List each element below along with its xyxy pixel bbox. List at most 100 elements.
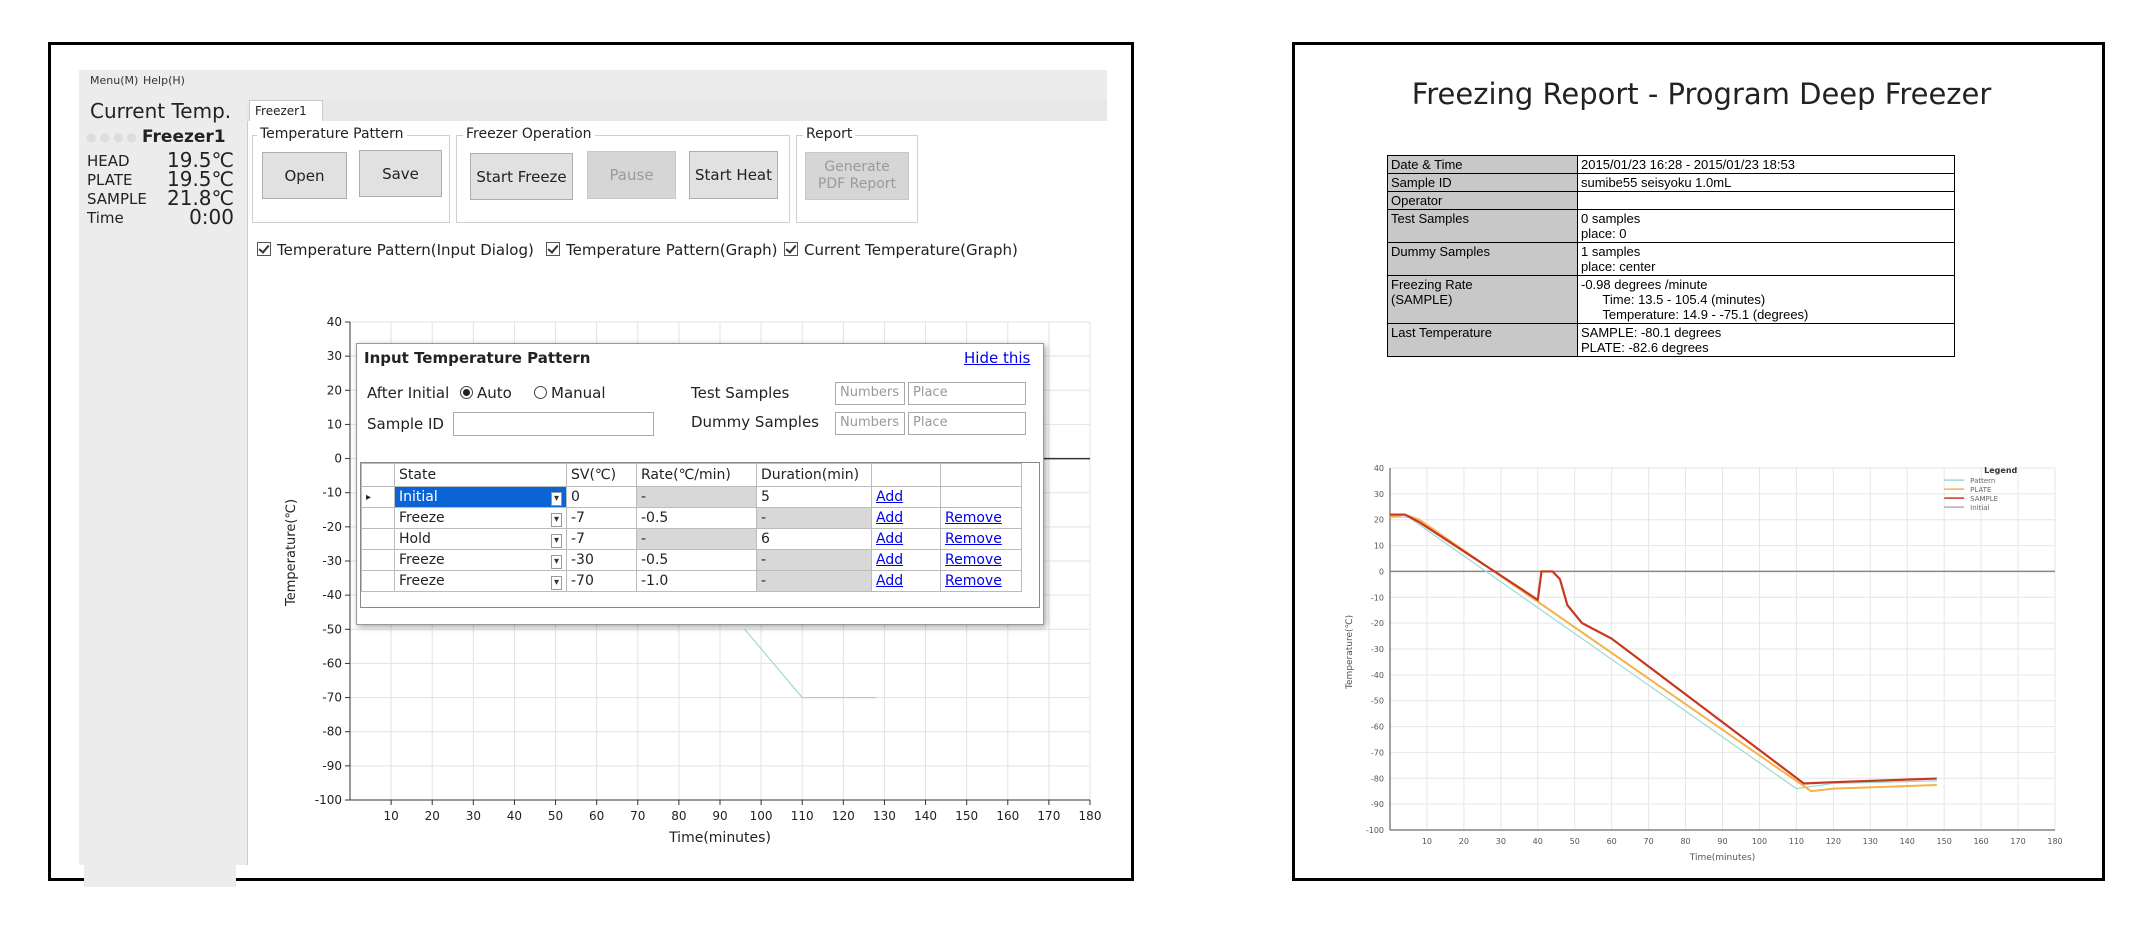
y-tick-label: 0: [1379, 567, 1384, 576]
state-cell[interactable]: Hold ▾: [394, 528, 567, 550]
check-icon: [257, 242, 271, 256]
save-button[interactable]: Save: [359, 150, 442, 197]
y-tick-label: -80: [1371, 774, 1384, 783]
duration-cell[interactable]: -: [756, 549, 872, 571]
x-tick-label: 130: [1863, 837, 1878, 846]
rate-cell[interactable]: -0.5: [636, 549, 757, 571]
report-chart-x-label: Time(minutes): [1689, 853, 1755, 863]
remove-link[interactable]: [940, 486, 1022, 508]
y-tick-label: 10: [327, 417, 342, 431]
y-tick-label: -60: [322, 656, 342, 670]
table-row[interactable]: Freeze ▾ -30 -0.5 - Add Remove: [361, 549, 1022, 571]
freezing-report-page: Freezing Report - Program Deep Freezer D…: [1292, 42, 2105, 881]
x-tick-label: 90: [712, 809, 727, 823]
state-cell[interactable]: Freeze ▾: [394, 507, 567, 529]
row-header-column: [361, 463, 395, 487]
dropdown-arrow-icon[interactable]: ▾: [550, 491, 562, 506]
dropdown-arrow-icon[interactable]: ▾: [550, 554, 562, 569]
dropdown-arrow-icon[interactable]: ▾: [550, 575, 562, 590]
auto-radio[interactable]: Auto: [460, 384, 512, 402]
checkbox-pattern-graph[interactable]: Temperature Pattern(Graph): [546, 241, 777, 259]
report-temperature-chart: 403020100-10-20-30-40-50-60-70-80-90-100…: [1345, 464, 2063, 863]
y-tick-label: 20: [327, 383, 342, 397]
hide-this-link[interactable]: Hide this: [964, 349, 1031, 367]
x-tick-label: 180: [1079, 809, 1102, 823]
table-row[interactable]: Hold ▾ -7 - 6 Add Remove: [361, 528, 1022, 550]
radio-icon: [534, 386, 547, 399]
test-samples-place-input[interactable]: Place: [908, 382, 1026, 405]
duration-cell-text: -: [761, 552, 767, 568]
state-cell-text: Initial: [399, 488, 438, 505]
checkbox-current-temp-graph[interactable]: Current Temperature(Graph): [784, 241, 1018, 259]
state-cell-text: Freeze: [399, 572, 445, 589]
report-value: 2015/01/23 16:28 - 2015/01/23 18:53: [1577, 155, 1955, 174]
remove-link[interactable]: Remove: [940, 528, 1022, 550]
pause-button[interactable]: Pause: [587, 151, 676, 199]
test-samples-number-input[interactable]: Numbers: [835, 382, 905, 405]
y-tick-label: -80: [322, 725, 342, 739]
current-temp-title: Current Temp.: [90, 99, 232, 123]
checkbox-pattern-input-dialog[interactable]: Temperature Pattern(Input Dialog): [257, 241, 534, 259]
dummy-samples-number-input[interactable]: Numbers: [835, 412, 905, 435]
report-sample-line: [1390, 513, 1937, 785]
table-row[interactable]: Freeze ▾ -70 -1.0 - Add Remove: [361, 570, 1022, 592]
row-pointer-icon: [361, 507, 395, 529]
start-heat-button[interactable]: Start Heat: [689, 151, 778, 199]
start-freeze-button[interactable]: Start Freeze: [470, 153, 573, 200]
report-key: Date & Time: [1387, 155, 1578, 174]
dropdown-arrow-icon[interactable]: ▾: [550, 512, 562, 527]
sv-cell[interactable]: -70: [566, 570, 637, 592]
rate-cell-text: -0.5: [641, 510, 669, 526]
remove-link[interactable]: Remove: [940, 507, 1022, 529]
add-link[interactable]: Add: [871, 507, 941, 529]
dummy-samples-place-input[interactable]: Place: [908, 412, 1026, 435]
state-cell[interactable]: Initial ▾: [394, 486, 567, 508]
freezer-operation-group-label: Freezer Operation: [463, 126, 595, 142]
rate-cell[interactable]: -: [636, 486, 757, 508]
remove-link[interactable]: Remove: [940, 570, 1022, 592]
tab-freezer1[interactable]: Freezer1: [249, 100, 323, 121]
rate-cell[interactable]: -: [636, 528, 757, 550]
sv-cell[interactable]: 0: [566, 486, 637, 508]
state-cell[interactable]: Freeze ▾: [394, 570, 567, 592]
duration-cell[interactable]: -: [756, 507, 872, 529]
duration-cell[interactable]: -: [756, 570, 872, 592]
y-tick-label: -10: [322, 486, 342, 500]
duration-cell[interactable]: 5: [756, 486, 872, 508]
add-link[interactable]: Add: [871, 549, 941, 571]
manual-radio[interactable]: Manual: [534, 384, 606, 402]
y-tick-label: -10: [1371, 593, 1384, 602]
menu-item-menu[interactable]: Menu(M): [90, 74, 139, 87]
duration-cell[interactable]: 6: [756, 528, 872, 550]
dropdown-arrow-icon[interactable]: ▾: [550, 533, 562, 548]
y-tick-label: 30: [1374, 490, 1384, 499]
rate-cell[interactable]: -0.5: [636, 507, 757, 529]
x-tick-label: 180: [2047, 837, 2062, 846]
sv-cell-text: -70: [571, 573, 594, 589]
sample-id-input[interactable]: [453, 412, 654, 436]
add-link[interactable]: Add: [871, 486, 941, 508]
rate-cell[interactable]: -1.0: [636, 570, 757, 592]
table-row[interactable]: ▸ Initial ▾ 0 - 5 Add: [361, 486, 1022, 508]
sv-cell[interactable]: -7: [566, 528, 637, 550]
open-button[interactable]: Open: [262, 152, 347, 199]
graph-x-ticks: 10 20 30 40 50 60 70 80 90 100 110 120 130 140 150 160 1…: [383, 800, 1101, 823]
report-value: -0.98 degrees /minute Time: 13.5 - 105.4…: [1577, 275, 1955, 324]
remove-link[interactable]: Remove: [940, 549, 1022, 571]
checkbox-pattern-graph-label: Temperature Pattern(Graph): [566, 241, 778, 259]
add-link[interactable]: Add: [871, 528, 941, 550]
sv-cell[interactable]: -7: [566, 507, 637, 529]
tab-bar: [247, 99, 1107, 121]
generate-pdf-report-button[interactable]: Generate PDF Report: [805, 152, 909, 200]
x-tick-label: 110: [1789, 837, 1804, 846]
table-row[interactable]: Freeze ▾ -7 -0.5 - Add Remove: [361, 507, 1022, 529]
report-row: Date & Time 2015/01/23 16:28 - 2015/01/23…: [1387, 155, 1955, 174]
x-tick-label: 170: [2010, 837, 2025, 846]
menu-item-help[interactable]: Help(H): [143, 74, 185, 87]
x-tick-label: 20: [1459, 837, 1469, 846]
add-link[interactable]: Add: [871, 570, 941, 592]
sv-cell[interactable]: -30: [566, 549, 637, 571]
x-tick-label: 90: [1717, 837, 1727, 846]
state-cell[interactable]: Freeze ▾: [394, 549, 567, 571]
y-tick-label: -100: [1366, 826, 1384, 835]
